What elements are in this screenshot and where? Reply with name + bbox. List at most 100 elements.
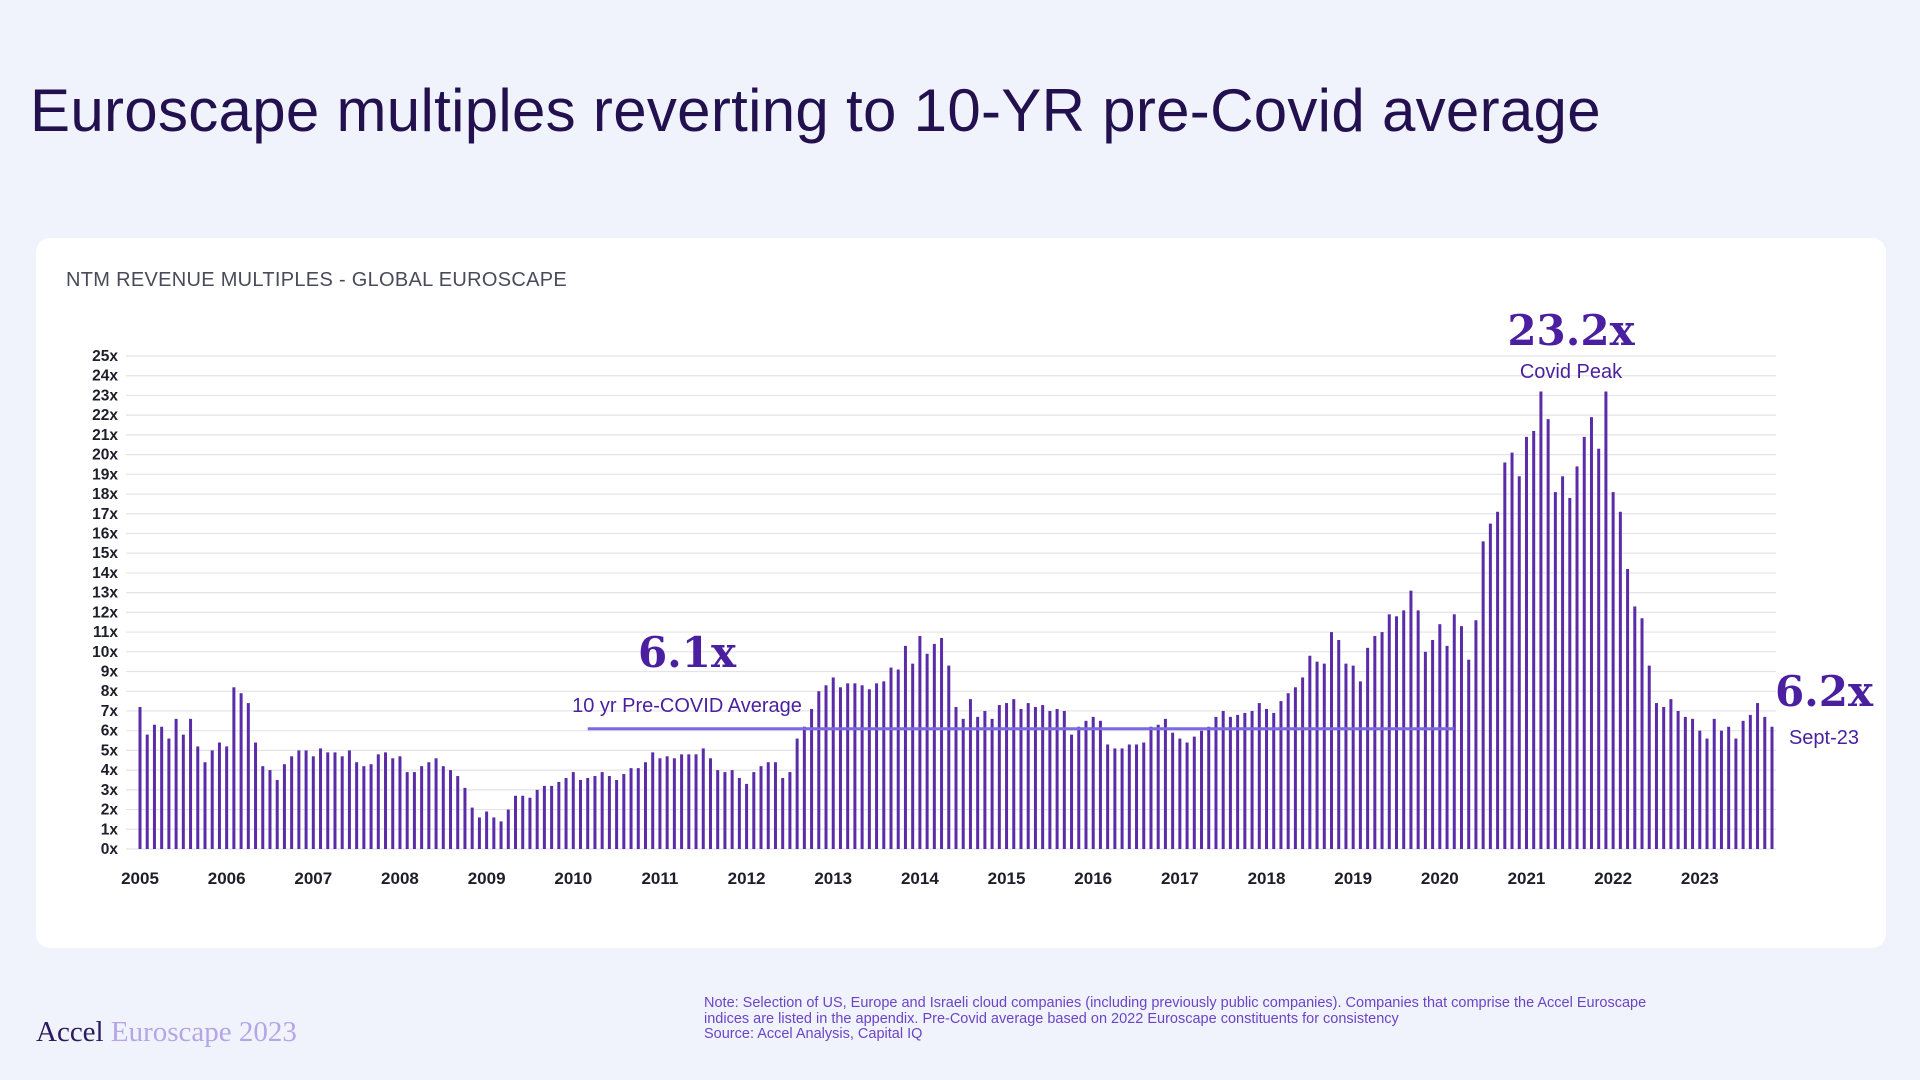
bar bbox=[138, 707, 142, 849]
bar bbox=[319, 748, 323, 849]
bar bbox=[1474, 620, 1478, 849]
bar bbox=[1575, 466, 1579, 849]
covid-peak-value-label: 23.2x bbox=[1507, 306, 1635, 355]
bar bbox=[225, 746, 229, 849]
bar bbox=[701, 748, 705, 849]
y-tick-label: 18x bbox=[92, 486, 118, 503]
bar bbox=[925, 653, 929, 849]
bar bbox=[1719, 730, 1723, 849]
bar bbox=[1488, 523, 1492, 849]
bar bbox=[918, 636, 922, 849]
bar bbox=[629, 768, 633, 849]
bar bbox=[210, 750, 214, 849]
grid-lines bbox=[126, 355, 1776, 850]
bar bbox=[860, 685, 864, 849]
bar bbox=[1683, 716, 1687, 849]
bar bbox=[1091, 716, 1095, 849]
bar bbox=[1308, 655, 1312, 849]
bar bbox=[586, 778, 590, 849]
bar bbox=[1647, 665, 1651, 849]
bar bbox=[1062, 710, 1066, 849]
bar bbox=[1142, 742, 1146, 849]
y-tick-label: 14x bbox=[92, 565, 118, 582]
bar bbox=[853, 683, 857, 849]
x-tick-label: 2020 bbox=[1421, 869, 1459, 888]
bar bbox=[1192, 736, 1196, 849]
bar bbox=[441, 766, 445, 849]
bar bbox=[745, 783, 749, 849]
x-tick-label: 2023 bbox=[1681, 869, 1719, 888]
bar bbox=[376, 754, 380, 849]
bar bbox=[1496, 511, 1500, 849]
bar bbox=[607, 776, 611, 849]
bar bbox=[1033, 707, 1037, 849]
bar bbox=[1301, 677, 1305, 849]
bar bbox=[282, 764, 286, 849]
bar bbox=[514, 795, 518, 849]
brand-logo-accel: Accel bbox=[36, 1016, 104, 1048]
y-tick-label: 6x bbox=[101, 723, 119, 740]
bar bbox=[781, 778, 785, 849]
bar bbox=[1200, 730, 1204, 849]
bar bbox=[167, 738, 171, 849]
bar bbox=[463, 787, 467, 849]
bar bbox=[456, 776, 460, 849]
bar bbox=[145, 734, 149, 849]
bar bbox=[477, 817, 481, 849]
bar bbox=[203, 762, 207, 849]
bar bbox=[694, 754, 698, 849]
bar bbox=[1640, 618, 1644, 849]
y-tick-label: 19x bbox=[92, 466, 118, 483]
bar bbox=[1243, 712, 1247, 849]
bar bbox=[1293, 687, 1297, 849]
bar bbox=[449, 770, 453, 849]
bar bbox=[420, 766, 424, 849]
bar bbox=[1207, 726, 1211, 849]
bar bbox=[492, 817, 496, 849]
bar bbox=[1358, 681, 1362, 849]
bar bbox=[1568, 497, 1572, 849]
bar bbox=[1156, 724, 1160, 849]
bar bbox=[528, 797, 532, 849]
bar bbox=[398, 756, 402, 849]
average-caption: 10 yr Pre-COVID Average bbox=[572, 695, 802, 717]
bar bbox=[557, 781, 561, 849]
bar bbox=[1286, 693, 1290, 849]
x-tick-label: 2008 bbox=[381, 869, 419, 888]
bar bbox=[1503, 462, 1507, 849]
bar bbox=[1698, 730, 1702, 849]
bar bbox=[1077, 726, 1081, 849]
bar bbox=[297, 750, 301, 849]
bar bbox=[1445, 645, 1449, 849]
bar bbox=[1236, 714, 1240, 849]
bar bbox=[1597, 448, 1601, 849]
bar bbox=[1763, 716, 1767, 849]
bar bbox=[1712, 718, 1716, 849]
bar bbox=[1394, 616, 1398, 849]
bar bbox=[506, 809, 510, 849]
bar bbox=[658, 758, 662, 849]
bar bbox=[1734, 738, 1738, 849]
bar bbox=[1279, 701, 1283, 849]
bar bbox=[1387, 614, 1391, 849]
x-tick-label: 2013 bbox=[814, 869, 852, 888]
x-tick-label: 2006 bbox=[208, 869, 246, 888]
y-tick-label: 5x bbox=[101, 742, 119, 759]
bar bbox=[1337, 639, 1341, 849]
y-tick-label: 17x bbox=[92, 506, 118, 523]
bar bbox=[1019, 708, 1023, 849]
bar bbox=[1604, 391, 1608, 849]
bar bbox=[391, 758, 395, 849]
bar bbox=[355, 762, 359, 849]
bar bbox=[1676, 710, 1680, 849]
bar bbox=[766, 762, 770, 849]
bar bbox=[1012, 699, 1016, 849]
brand-logo-euroscape: Euroscape 2023 bbox=[110, 1016, 297, 1048]
bar bbox=[773, 762, 777, 849]
bar bbox=[412, 772, 416, 849]
y-tick-label: 21x bbox=[92, 427, 118, 444]
bar bbox=[1481, 541, 1485, 849]
y-tick-label: 23x bbox=[92, 387, 118, 404]
bar bbox=[593, 776, 597, 849]
bar bbox=[1546, 419, 1550, 849]
